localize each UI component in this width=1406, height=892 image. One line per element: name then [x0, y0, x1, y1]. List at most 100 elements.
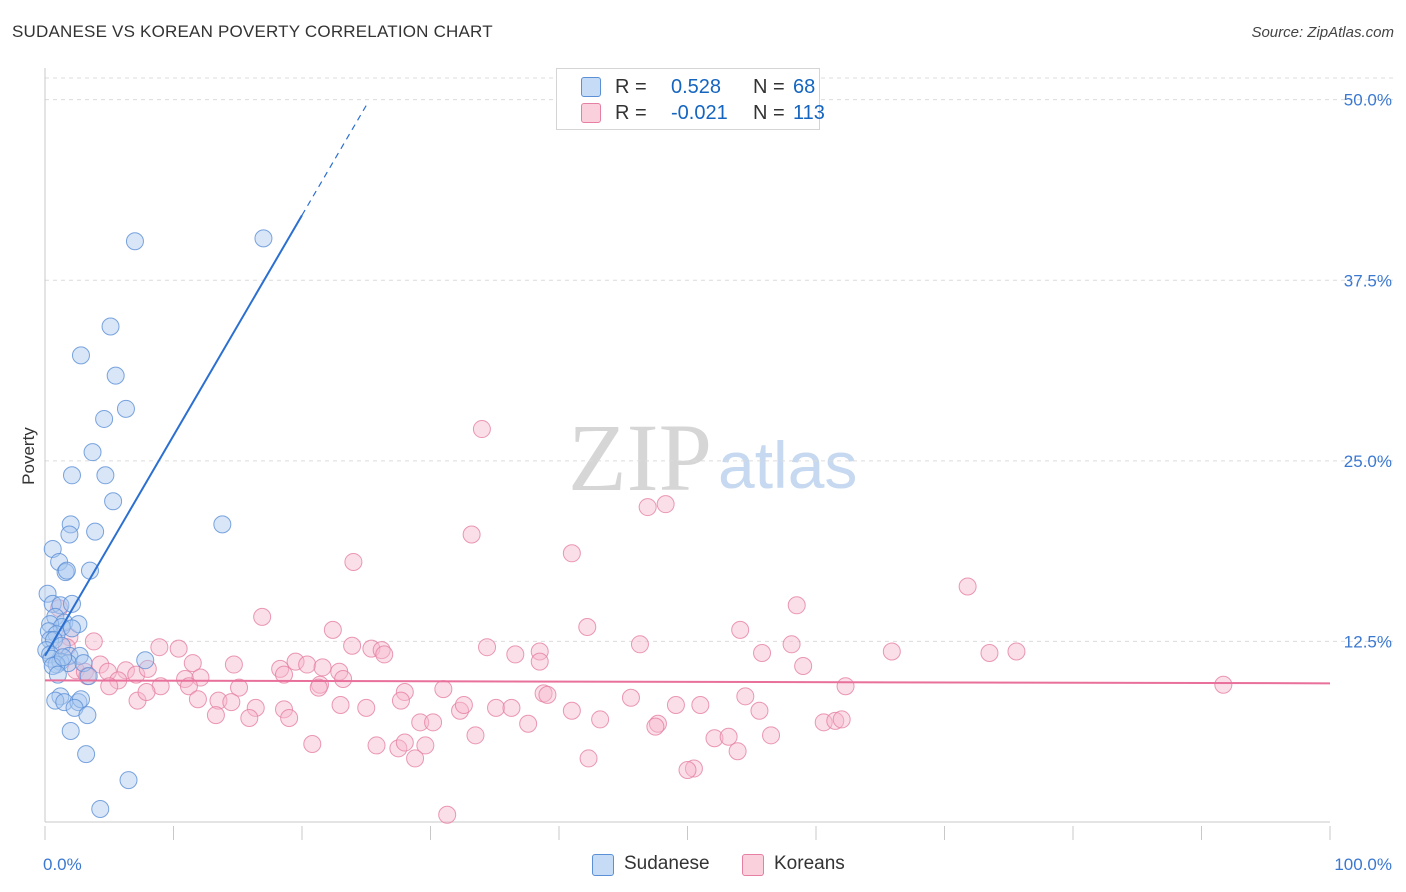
- koreans-point: [832, 710, 851, 729]
- legend-sudanese-label: Sudanese: [624, 853, 710, 874]
- koreans-n-value: 113: [793, 102, 825, 124]
- koreans-point: [230, 678, 249, 697]
- sudanese-point: [77, 745, 96, 764]
- koreans-point: [753, 643, 772, 662]
- sudanese-point: [60, 525, 79, 544]
- koreans-point: [275, 665, 294, 684]
- sudanese-point: [254, 229, 273, 248]
- koreans-point: [367, 736, 386, 755]
- sudanese-point: [71, 346, 90, 365]
- koreans-point: [562, 544, 581, 563]
- legend-koreans-swatch: [742, 854, 764, 876]
- koreans-point: [579, 749, 598, 768]
- koreans-point: [127, 665, 146, 684]
- koreans-point: [958, 577, 977, 596]
- koreans-point: [882, 642, 901, 661]
- koreans-point: [375, 645, 394, 664]
- sudanese-point: [38, 584, 57, 603]
- koreans-point: [980, 643, 999, 662]
- koreans-point: [530, 652, 549, 671]
- sudanese-n-value: 68: [793, 76, 816, 98]
- koreans-r-label: R =: [615, 102, 647, 124]
- sudanese-point: [101, 317, 120, 336]
- koreans-point: [224, 655, 243, 674]
- koreans-point: [519, 714, 538, 733]
- sudanese-point: [62, 466, 81, 485]
- koreans-point: [487, 698, 506, 717]
- sudanese-point: [79, 667, 98, 686]
- koreans-point: [750, 701, 769, 720]
- koreans-point: [395, 682, 414, 701]
- y-tick-label: 25.0%: [1344, 452, 1392, 471]
- koreans-point: [466, 726, 485, 745]
- watermark-zip: ZIP: [568, 404, 712, 511]
- koreans-swatch: [581, 103, 601, 123]
- koreans-point: [150, 638, 169, 657]
- koreans-point: [762, 726, 781, 745]
- sudanese-point: [80, 561, 99, 580]
- sudanese-point: [83, 443, 102, 462]
- koreans-point: [562, 701, 581, 720]
- koreans-point: [183, 654, 202, 673]
- koreans-point: [630, 635, 649, 654]
- sudanese-r-value: 0.528: [671, 76, 722, 98]
- koreans-point: [137, 682, 156, 701]
- koreans-point: [298, 655, 317, 674]
- koreans-point: [309, 678, 328, 697]
- sudanese-point: [104, 492, 123, 511]
- koreans-point: [286, 652, 305, 671]
- koreans-point: [100, 677, 119, 696]
- koreans-point: [188, 690, 207, 709]
- sudanese-point: [43, 539, 62, 558]
- sudanese-point: [116, 399, 135, 418]
- koreans-point: [406, 749, 425, 768]
- koreans-point: [424, 713, 443, 732]
- koreans-point: [303, 734, 322, 753]
- x-tick-label-min: 0.0%: [43, 855, 82, 874]
- sudanese-point: [95, 409, 114, 428]
- legend-koreans-label: Koreans: [774, 853, 845, 874]
- y-tick-label: 37.5%: [1344, 271, 1392, 290]
- sudanese-point: [48, 665, 67, 684]
- koreans-point: [656, 495, 675, 514]
- koreans-point: [691, 695, 710, 714]
- koreans-point: [794, 656, 813, 675]
- koreans-point: [472, 420, 491, 439]
- koreans-point: [502, 698, 521, 717]
- source-label: Source: ZipAtlas.com: [1251, 24, 1394, 41]
- koreans-point: [787, 596, 806, 615]
- koreans-point: [621, 688, 640, 707]
- koreans-point: [280, 708, 299, 727]
- stats-box: R = 0.528 N = 68 R = -0.021 N = 113: [556, 68, 825, 130]
- koreans-n-label: N =: [753, 102, 785, 124]
- sudanese-point: [96, 466, 115, 485]
- koreans-point: [538, 685, 557, 704]
- sudanese-swatch: [581, 77, 601, 97]
- sudanese-point: [53, 648, 72, 667]
- koreans-point: [646, 717, 665, 736]
- legend-sudanese-swatch: [592, 854, 614, 876]
- koreans-point: [206, 706, 225, 725]
- koreans-point: [438, 805, 457, 824]
- koreans-point: [728, 742, 747, 761]
- koreans-point: [462, 525, 481, 544]
- koreans-point: [736, 687, 755, 706]
- koreans-point: [648, 714, 667, 733]
- koreans-point: [1214, 675, 1233, 694]
- koreans-point: [343, 636, 362, 655]
- sudanese-point: [125, 232, 144, 251]
- sudanese-point: [62, 594, 81, 613]
- koreans-point: [836, 677, 855, 696]
- koreans-point: [506, 645, 525, 664]
- koreans-point: [731, 620, 750, 639]
- chart-title: SUDANESE VS KOREAN POVERTY CORRELATION C…: [12, 22, 493, 41]
- sudanese-r-label: R =: [615, 76, 647, 98]
- koreans-point: [719, 727, 738, 746]
- koreans-point: [246, 698, 265, 717]
- koreans-point: [344, 552, 363, 571]
- koreans-point: [323, 620, 342, 639]
- koreans-point: [395, 733, 414, 752]
- koreans-point: [169, 639, 188, 658]
- y-tick-label: 12.5%: [1344, 632, 1392, 651]
